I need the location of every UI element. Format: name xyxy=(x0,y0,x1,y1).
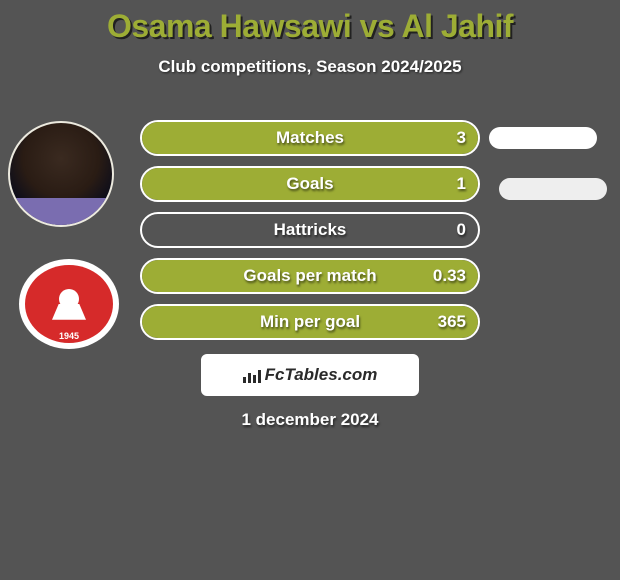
comparison-pill-goals xyxy=(499,178,607,200)
attribution-text: FcTables.com xyxy=(265,365,378,385)
stat-bar-bg xyxy=(140,258,480,294)
stat-bar-bg xyxy=(140,166,480,202)
player2-club-badge: 1945 xyxy=(19,259,119,349)
stat-row-goals: Goals 1 xyxy=(140,166,480,202)
stat-bar-fill xyxy=(142,122,478,154)
stats-bars: Matches 3 Goals 1 Hattricks 0 Goals per … xyxy=(140,120,480,350)
attribution-link[interactable]: FcTables.com xyxy=(201,354,419,396)
stat-bar-fill xyxy=(142,168,478,200)
bar-chart-icon xyxy=(243,368,261,382)
comparison-pill-matches xyxy=(489,127,597,149)
page-subtitle: Club competitions, Season 2024/2025 xyxy=(0,57,620,77)
stat-bar-bg xyxy=(140,120,480,156)
snapshot-date: 1 december 2024 xyxy=(0,410,620,430)
player1-avatar xyxy=(8,121,114,227)
stat-row-goals-per-match: Goals per match 0.33 xyxy=(140,258,480,294)
stat-bar-bg xyxy=(140,304,480,340)
page-title: Osama Hawsawi vs Al Jahif xyxy=(0,0,620,45)
stat-bar-fill xyxy=(142,260,478,292)
stat-row-matches: Matches 3 xyxy=(140,120,480,156)
stat-row-hattricks: Hattricks 0 xyxy=(140,212,480,248)
stat-bar-bg xyxy=(140,212,480,248)
stat-bar-fill xyxy=(142,306,478,338)
stat-row-min-per-goal: Min per goal 365 xyxy=(140,304,480,340)
club-crest-year: 1945 xyxy=(19,331,119,341)
